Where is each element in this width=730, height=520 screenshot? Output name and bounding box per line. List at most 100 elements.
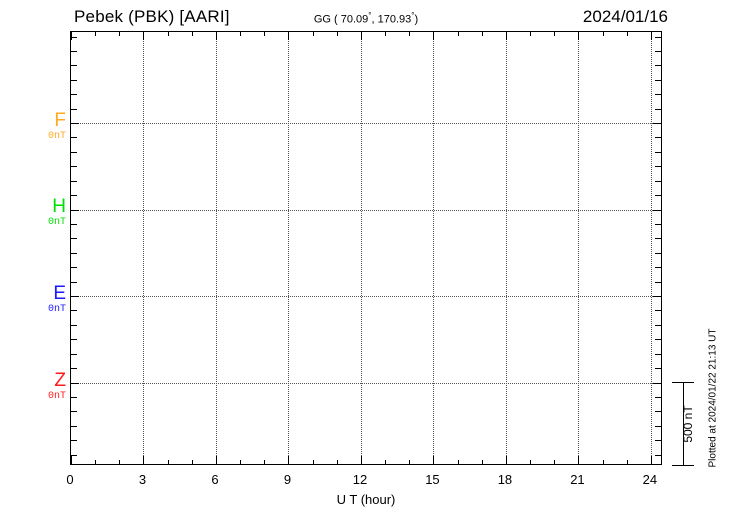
x-axis-minor-tick <box>626 32 628 36</box>
y-axis-minor-tick <box>71 253 77 254</box>
x-axis-tick-label: 0 <box>66 472 74 487</box>
y-axis-minor-tick <box>71 37 77 38</box>
plotted-timestamp: Plotted at 2024/01/22 21:13 UT <box>707 328 719 468</box>
y-axis-baseline-tick <box>71 123 79 124</box>
y-axis-minor-tick <box>655 166 661 167</box>
x-axis-minor-tick <box>336 460 338 464</box>
x-axis-minor-tick <box>457 460 459 464</box>
station-title: Pebek (PBK) [AARI] <box>74 7 230 26</box>
y-axis-minor-tick <box>655 267 661 268</box>
x-axis-minor-tick <box>264 460 266 464</box>
x-axis-minor-tick <box>457 32 459 36</box>
x-axis-tick <box>433 456 435 464</box>
x-axis-tick-label: 12 <box>352 472 368 487</box>
vertical-gridline <box>433 32 435 464</box>
x-axis-tick <box>578 456 580 464</box>
x-axis-title: U T (hour) <box>336 492 396 507</box>
coordinates-lat: GG ( 70.09 <box>313 13 369 26</box>
y-axis-minor-tick <box>655 411 661 412</box>
x-axis-minor-tick <box>602 32 604 36</box>
vertical-gridline <box>143 32 145 464</box>
y-axis-minor-tick <box>655 94 661 95</box>
y-axis-minor-tick <box>71 426 77 427</box>
x-axis-minor-tick <box>312 32 314 36</box>
y-axis-minor-tick <box>71 267 77 268</box>
observation-date: 2024/01/16 <box>582 7 668 26</box>
component-baseline-value: 0nT <box>47 304 66 315</box>
y-axis-minor-tick <box>655 238 661 239</box>
y-axis-minor-tick <box>655 354 661 355</box>
y-axis-minor-tick <box>655 65 661 66</box>
plot-area[interactable] <box>70 31 662 465</box>
y-axis-baseline-tick <box>71 209 79 211</box>
y-axis-minor-tick <box>71 80 77 81</box>
y-axis-minor-tick <box>655 181 661 182</box>
x-axis-tick <box>505 456 507 464</box>
x-axis-tick-label: 21 <box>570 472 585 487</box>
x-axis-minor-tick <box>191 32 193 36</box>
x-axis-minor-tick <box>264 32 266 36</box>
x-axis-tick <box>143 32 145 40</box>
y-axis-minor-tick <box>655 368 661 369</box>
x-axis-tick <box>650 456 652 464</box>
y-axis-baseline-tick <box>653 296 661 297</box>
component-baseline-value: 0nT <box>47 217 66 228</box>
x-axis-tick-label: 24 <box>642 472 658 487</box>
y-axis-baseline-tick <box>71 382 79 384</box>
x-axis-minor-tick <box>240 460 242 464</box>
x-axis-minor-tick <box>530 460 532 464</box>
x-axis-tick <box>71 32 72 40</box>
x-axis-minor-tick <box>530 32 532 36</box>
y-axis-minor-tick <box>655 80 661 81</box>
y-axis-minor-tick <box>71 109 77 110</box>
component-letter: H <box>52 196 66 217</box>
x-axis-minor-tick <box>554 32 556 36</box>
x-axis-tick <box>143 456 145 464</box>
y-axis-baseline-tick <box>71 296 79 297</box>
baseline-gridline-h <box>71 209 661 211</box>
y-axis-minor-tick <box>71 152 77 153</box>
coordinates-close: ) <box>414 13 419 26</box>
y-axis-minor-tick <box>655 152 661 153</box>
vertical-gridline <box>505 32 507 464</box>
y-axis-minor-tick <box>71 282 77 283</box>
x-axis-minor-tick <box>385 32 387 36</box>
y-axis-minor-tick <box>71 195 77 196</box>
y-axis-minor-tick <box>655 397 661 398</box>
y-axis-minor-tick <box>655 137 661 138</box>
y-axis-minor-tick <box>655 282 661 283</box>
component-label-f: F 0nT <box>20 111 66 143</box>
x-axis-tick <box>288 32 290 40</box>
x-axis-tick <box>71 456 72 464</box>
x-axis-tick <box>360 32 362 40</box>
y-axis-minor-tick <box>71 181 77 182</box>
x-axis-minor-tick <box>481 460 483 464</box>
y-axis-minor-tick <box>71 455 77 456</box>
x-axis-minor-tick <box>626 460 628 464</box>
y-axis-minor-tick <box>71 440 77 441</box>
y-axis-minor-tick <box>655 310 661 311</box>
component-baseline-value: 0nT <box>47 391 66 402</box>
x-axis-minor-tick <box>385 460 387 464</box>
x-axis-tick-label: 3 <box>138 472 147 487</box>
component-letter: Z <box>54 370 66 391</box>
x-axis-tick <box>360 456 362 464</box>
scale-bar-line <box>683 382 685 466</box>
vertical-gridline <box>288 32 290 464</box>
vertical-gridline <box>360 32 362 464</box>
component-letter: F <box>54 110 66 131</box>
x-axis-minor-tick <box>119 32 121 36</box>
x-axis-minor-tick <box>336 32 338 36</box>
scale-bar-label: 500 nT <box>681 405 695 443</box>
y-axis-minor-tick <box>655 455 661 456</box>
y-axis-minor-tick <box>655 325 661 326</box>
component-baseline-value: 0nT <box>47 131 66 142</box>
x-axis-minor-tick <box>312 460 314 464</box>
y-axis-minor-tick <box>655 426 661 427</box>
geographic-coordinates: GG ( 70.09°, 170.93°) <box>314 11 418 26</box>
x-axis-tick <box>433 32 435 40</box>
y-axis-minor-tick <box>71 238 77 239</box>
degree-symbol-lat: ° <box>368 11 372 20</box>
x-axis-tick-label: 15 <box>425 472 440 487</box>
